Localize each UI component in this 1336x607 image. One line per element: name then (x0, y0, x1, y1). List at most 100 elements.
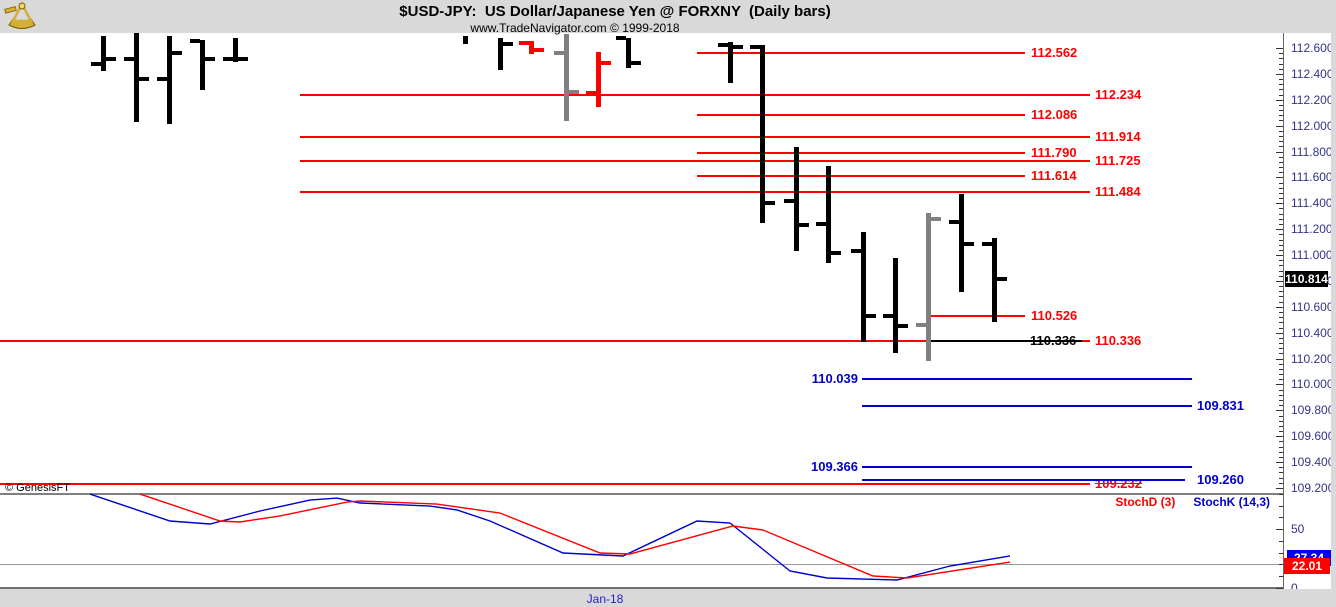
price-bar (596, 52, 601, 107)
price-axis-label: 110.200 (1291, 352, 1334, 366)
price-bar-open-tick (616, 36, 626, 40)
resistance-level-label: 112.234 (1095, 87, 1142, 102)
broken-level-label: 110.336 (1030, 333, 1077, 348)
price-bar-close-tick (765, 201, 775, 205)
stochd-value-badge: 22.01 (1284, 558, 1330, 574)
stoch-axis-label: 50 (1291, 522, 1305, 536)
price-bar-open-tick (157, 77, 167, 81)
price-bar (498, 38, 503, 70)
price-bar-close-tick (601, 61, 611, 65)
support-line (862, 479, 1185, 481)
price-bar-open-tick (124, 57, 134, 61)
price-bar-open-tick (718, 43, 728, 47)
resistance-line (697, 152, 1025, 154)
price-bar (760, 45, 765, 223)
resistance-line (300, 136, 1090, 138)
stoch-oversold-gridline (0, 564, 1283, 566)
resistance-line (697, 114, 1025, 116)
price-bar-close-tick (106, 57, 116, 61)
last-price-badge: 110.814 (1285, 271, 1328, 287)
price-bar-close-tick (931, 217, 941, 221)
stochd-indicator-label: StochD (3) (1115, 495, 1176, 509)
copyright-watermark: © GenesisFT (5, 482, 70, 494)
price-bar-close-tick (964, 242, 974, 246)
price-bar (992, 238, 997, 322)
price-bar-close-tick (503, 42, 513, 46)
resistance-line (300, 191, 1090, 193)
price-bar (959, 194, 964, 292)
support-level-label: 110.039 (811, 371, 858, 386)
price-bar-close-tick (799, 223, 809, 227)
price-bar (794, 147, 799, 251)
chart-right-border (1283, 33, 1284, 589)
price-bar-open-tick (816, 222, 826, 226)
price-bar-close-tick (172, 51, 182, 55)
support-line (862, 405, 1192, 407)
price-bar-close-tick (997, 277, 1007, 281)
price-bar-open-tick (784, 199, 794, 203)
price-axis-label: 110.000 (1291, 377, 1334, 391)
price-bar-open-tick (851, 249, 861, 253)
support-line (862, 378, 1192, 380)
price-axis-label: 112.600 (1291, 41, 1334, 55)
indicator-legend: StochD (3) StochK (14,3) (0, 495, 1270, 509)
price-bar (564, 34, 569, 121)
price-bar-close-tick (733, 45, 743, 49)
chart-header: $USD-JPY: US Dollar/Japanese Yen @ FORXN… (0, 0, 1336, 35)
price-bar-open-tick (190, 39, 200, 43)
price-bar-open-tick (949, 220, 959, 224)
price-bar (529, 41, 534, 54)
resistance-level-label: 111.790 (1031, 145, 1077, 160)
price-axis-label: 112.400 (1291, 67, 1334, 81)
chart-title: $USD-JPY: US Dollar/Japanese Yen @ FORXN… (399, 3, 831, 20)
price-bar (463, 36, 468, 44)
price-bar (826, 166, 831, 263)
support-level-label: 109.831 (1197, 398, 1244, 413)
resistance-level-label: 111.914 (1095, 129, 1141, 144)
resistance-line (300, 94, 1090, 96)
price-axis-label: 109.600 (1291, 429, 1335, 443)
price-bar-open-tick (519, 41, 529, 45)
chart-subtitle: www.TradeNavigator.com © 1999-2018 (470, 21, 680, 35)
genesis-sextant-logo-icon (3, 1, 41, 32)
resistance-line (0, 340, 1090, 342)
price-axis-label: 109.400 (1291, 455, 1335, 469)
stochk-value-badge: 27.34 (1287, 550, 1331, 566)
price-bar (626, 38, 631, 68)
price-axis-label: 112.200 (1291, 93, 1334, 107)
price-bar-open-tick (91, 62, 101, 66)
resistance-line (0, 483, 1090, 485)
support-level-label: 109.260 (1197, 472, 1244, 487)
resistance-level-label: 111.484 (1095, 184, 1141, 199)
broken-level-line (928, 340, 1082, 342)
price-bar-open-tick (883, 314, 893, 318)
price-bar-close-tick (898, 324, 908, 328)
price-axis-label: 111.400 (1291, 196, 1333, 210)
resistance-line (928, 315, 1025, 317)
price-axis-label: 110.600 (1291, 300, 1334, 314)
time-axis-label: Jan-18 (586, 592, 624, 606)
price-bar (926, 213, 931, 361)
price-chart-plot-area[interactable]: 112.562 112.234 112.086 111.914 111.790 111.7… (0, 33, 1283, 589)
price-bar-open-tick (554, 51, 564, 55)
price-bar-close-tick (205, 57, 215, 61)
price-bar (167, 36, 172, 124)
price-bar-close-tick (139, 77, 149, 81)
price-bar (233, 38, 238, 62)
price-axis-label: 112.000 (1291, 119, 1334, 133)
resistance-level-label: 112.086 (1031, 107, 1078, 122)
price-bar-close-tick (866, 314, 876, 318)
price-bar-open-tick (916, 323, 926, 327)
price-bar-close-tick (238, 57, 248, 61)
price-bar (861, 232, 866, 342)
price-bar (728, 42, 733, 83)
price-axis-label: 111.200 (1291, 222, 1333, 236)
price-bar-close-tick (631, 61, 641, 65)
price-bar-open-tick (750, 45, 760, 49)
price-axis-label: 111.800 (1291, 145, 1333, 159)
price-bar-close-tick (534, 48, 544, 52)
resistance-level-label: 110.526 (1031, 308, 1078, 323)
price-axis-label: 111.600 (1291, 170, 1333, 184)
time-axis-band[interactable]: Jan-18 (0, 589, 1336, 607)
price-bar (101, 36, 106, 71)
